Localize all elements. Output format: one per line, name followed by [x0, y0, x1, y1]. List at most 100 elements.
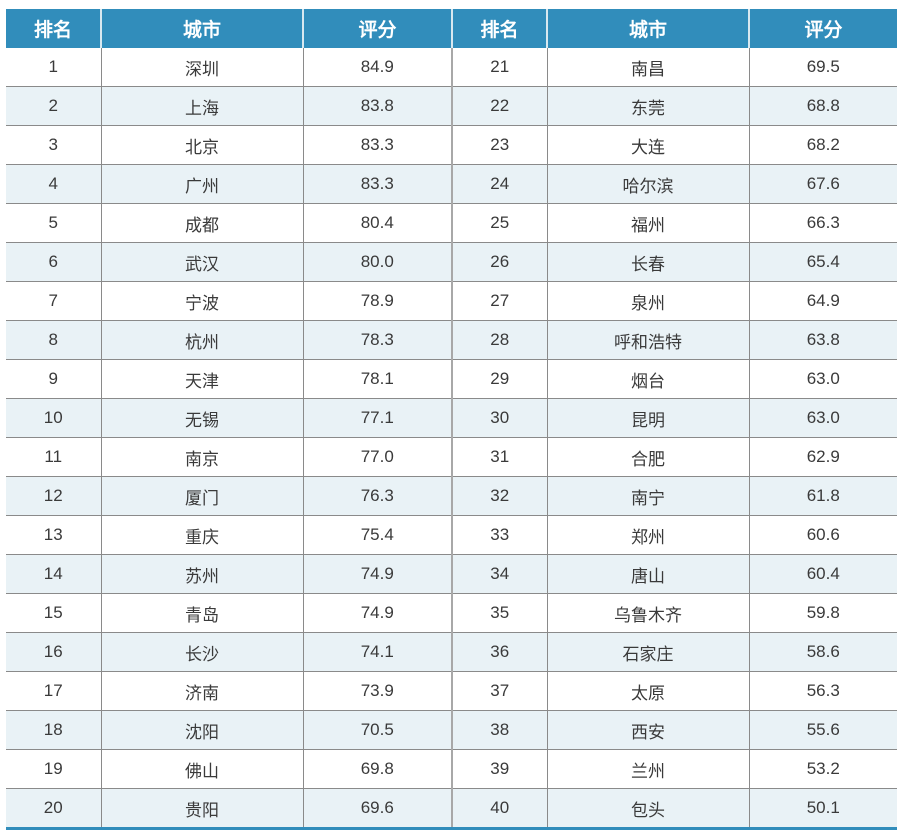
header-rank: 排名: [451, 9, 547, 48]
rank-cell: 34: [451, 554, 547, 594]
city-cell: 乌鲁木齐: [546, 593, 749, 633]
header-score: 评分: [748, 9, 897, 48]
rank-cell: 9: [6, 359, 101, 399]
header-score: 评分: [302, 9, 452, 48]
table-row: 4 广州 83.3 24 哈尔滨 67.6: [6, 164, 897, 204]
rank-cell: 4: [6, 164, 101, 204]
score-cell: 62.9: [748, 437, 897, 477]
score-cell: 83.3: [302, 125, 452, 165]
score-cell: 77.1: [302, 398, 452, 438]
header-city: 城市: [100, 9, 303, 48]
table-row: 15 青岛 74.9 35 乌鲁木齐 59.8: [6, 593, 897, 633]
rank-cell: 1: [48, 57, 58, 76]
score-cell: 69.8: [302, 749, 452, 789]
rank-cell: 15: [6, 593, 101, 633]
rank-cell: 35: [451, 593, 547, 633]
rank-cell: 17: [6, 671, 101, 711]
score-cell: 70.5: [302, 710, 452, 750]
table-row: 7 宁波 78.9 27 泉州 64.9: [6, 281, 897, 321]
rank-cell: 36: [451, 632, 547, 672]
table-row: 1 深圳 84.9 21 南昌 69.5: [6, 48, 897, 87]
city-cell: 青岛: [100, 593, 303, 633]
city-cell: 石家庄: [546, 632, 749, 672]
rank-cell: 27: [451, 281, 547, 321]
score-cell: 84.9: [302, 48, 452, 87]
city-cell: 烟台: [546, 359, 749, 399]
city-cell: 东莞: [546, 86, 749, 126]
city-cell: 昆明: [546, 398, 749, 438]
city-cell: 深圳: [100, 48, 303, 87]
rank-cell: 21: [451, 48, 547, 87]
rank-cell: 11: [6, 437, 101, 477]
table-row: 14 苏州 74.9 34 唐山 60.4: [6, 554, 897, 594]
rank-cell: 6: [6, 242, 101, 282]
table-body: 1 深圳 84.9 21 南昌 69.5 2 上海 83.8 22 东莞 68.8 3 北京 83.3 23 大…: [6, 48, 897, 830]
city-cell: 无锡: [100, 398, 303, 438]
city-ranking-table: 排名 城市 评分 排名 城市 评分 1 深圳 84.9 21 南昌 69.5 2 上海 83.8…: [6, 9, 897, 830]
city-cell: 济南: [100, 671, 303, 711]
score-cell: 63.0: [748, 359, 897, 399]
rank-cell: 14: [6, 554, 101, 594]
rank-cell: 13: [6, 515, 101, 555]
score-cell: 78.9: [302, 281, 452, 321]
score-cell: 50.1: [748, 788, 897, 830]
rank-cell: 30: [451, 398, 547, 438]
table-row: 6 武汉 80.0 26 长春 65.4: [6, 242, 897, 282]
rank-cell: 12: [6, 476, 101, 516]
score-cell: 65.4: [748, 242, 897, 282]
rank-cell: 25: [451, 203, 547, 243]
city-cell: 郑州: [546, 515, 749, 555]
city-cell: 长沙: [100, 632, 303, 672]
city-cell: 包头: [546, 788, 749, 830]
city-cell: 武汉: [100, 242, 303, 282]
table-row: 17 济南 73.9 37 太原 56.3: [6, 671, 897, 711]
rank-cell: 18: [6, 710, 101, 750]
table-row: 5 成都 80.4 25 福州 66.3: [6, 203, 897, 243]
table-row: 16 长沙 74.1 36 石家庄 58.6: [6, 632, 897, 672]
city-cell: 哈尔滨: [546, 164, 749, 204]
score-cell: 78.3: [302, 320, 452, 360]
table-row: 19 佛山 69.8 39 兰州 53.2: [6, 749, 897, 789]
score-cell: 75.4: [302, 515, 452, 555]
city-cell: 兰州: [546, 749, 749, 789]
city-cell: 合肥: [546, 437, 749, 477]
rank-cell: 20: [6, 788, 101, 830]
score-cell: 77.0: [302, 437, 452, 477]
city-cell: 大连: [546, 125, 749, 165]
score-cell: 74.1: [302, 632, 452, 672]
table-row: 10 无锡 77.1 30 昆明 63.0: [6, 398, 897, 438]
city-cell: 厦门: [100, 476, 303, 516]
city-cell: 广州: [100, 164, 303, 204]
score-cell: 69.6: [302, 788, 452, 830]
city-cell: 苏州: [100, 554, 303, 594]
city-cell: 泉州: [546, 281, 749, 321]
city-cell: 南京: [100, 437, 303, 477]
city-cell: 重庆: [100, 515, 303, 555]
score-cell: 74.9: [302, 593, 452, 633]
city-cell: 沈阳: [100, 710, 303, 750]
rank-cell: 3: [6, 125, 101, 165]
rank-cell: 16: [6, 632, 101, 672]
rank-cell: 40: [451, 788, 547, 830]
city-cell: 贵阳: [100, 788, 303, 830]
score-cell: 83.3: [302, 164, 452, 204]
table-row: 12 厦门 76.3 32 南宁 61.8: [6, 476, 897, 516]
table-row: 13 重庆 75.4 33 郑州 60.6: [6, 515, 897, 555]
city-cell: 天津: [100, 359, 303, 399]
city-cell: 成都: [100, 203, 303, 243]
table-row: 2 上海 83.8 22 东莞 68.8: [6, 86, 897, 126]
city-cell: 宁波: [100, 281, 303, 321]
score-cell: 83.8: [302, 86, 452, 126]
city-cell: 长春: [546, 242, 749, 282]
city-cell: 太原: [546, 671, 749, 711]
score-cell: 60.4: [748, 554, 897, 594]
score-cell: 63.8: [748, 320, 897, 360]
rank-cell: 31: [451, 437, 547, 477]
score-cell: 80.4: [302, 203, 452, 243]
header-city: 城市: [546, 9, 749, 48]
rank-cell: 5: [6, 203, 101, 243]
score-cell: 76.3: [302, 476, 452, 516]
table-row: 8 杭州 78.3 28 呼和浩特 63.8: [6, 320, 897, 360]
table-row: 11 南京 77.0 31 合肥 62.9: [6, 437, 897, 477]
city-cell: 杭州: [100, 320, 303, 360]
